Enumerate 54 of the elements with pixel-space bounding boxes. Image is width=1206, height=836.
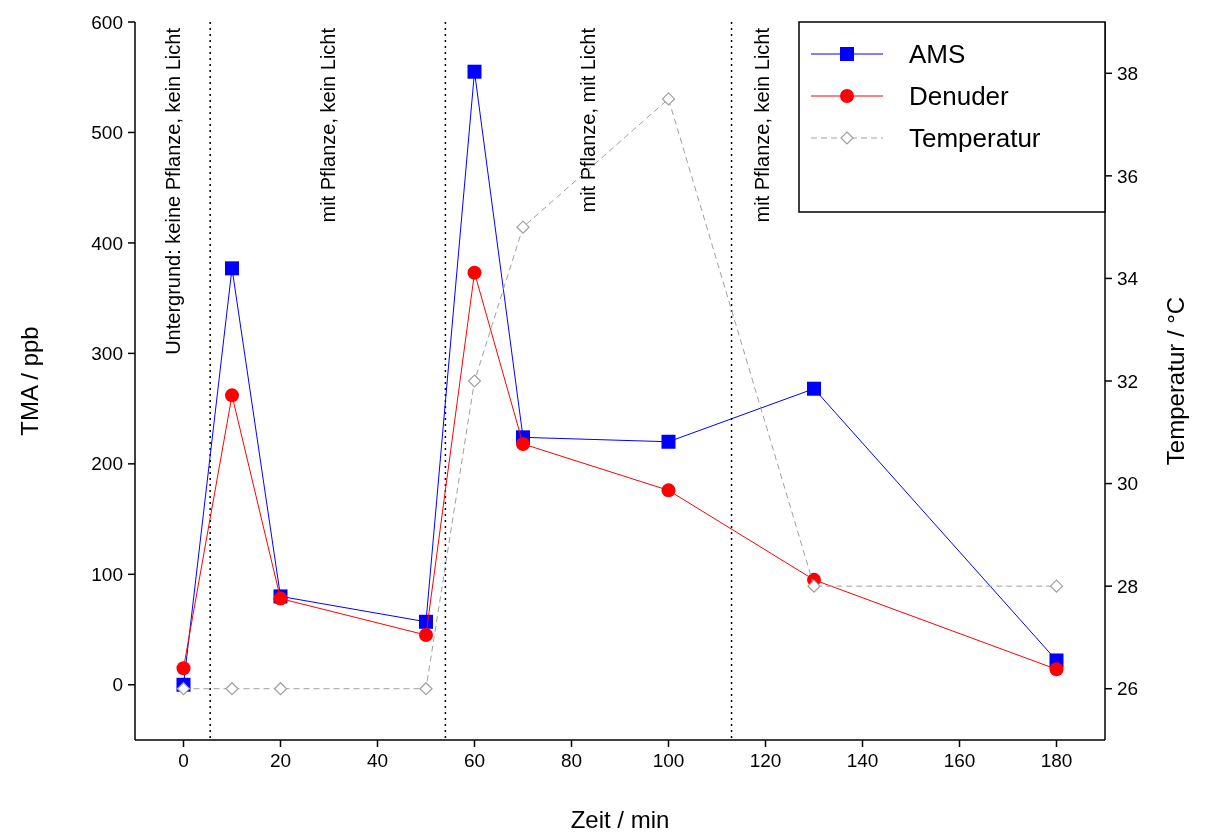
y-tick-label: 400 — [91, 232, 123, 254]
point — [467, 265, 482, 280]
x-tick-label: 140 — [846, 750, 879, 771]
x-tick-label: 160 — [943, 750, 976, 771]
point — [661, 434, 676, 449]
y2-tick-label: 36 — [1117, 165, 1139, 187]
point — [419, 682, 433, 696]
point — [176, 682, 191, 696]
y2-tick-label: 28 — [1117, 575, 1139, 597]
point — [467, 64, 482, 79]
point — [807, 579, 821, 593]
annotation: mit Pflanze, mit Licht — [577, 27, 600, 213]
point — [661, 92, 676, 106]
y-tick-label: 0 — [112, 674, 123, 696]
x-tick-label: 0 — [178, 750, 189, 771]
y2-tick-label: 30 — [1117, 473, 1139, 495]
x-tick-label: 20 — [269, 750, 292, 771]
y-tick-label: 500 — [91, 122, 123, 144]
point — [1049, 579, 1064, 593]
point — [225, 682, 239, 696]
x-tick-label: 100 — [652, 750, 685, 771]
point — [467, 374, 482, 388]
y2-tick-label: 32 — [1117, 370, 1139, 392]
point — [225, 388, 239, 403]
point — [225, 261, 239, 276]
y-tick-label: 300 — [91, 343, 123, 365]
x-tick-label: 180 — [1040, 750, 1073, 771]
y2-tick-label: 26 — [1117, 678, 1139, 700]
point — [516, 220, 530, 234]
legend-label: AMS — [909, 39, 966, 70]
point — [807, 381, 821, 396]
y2-tick-label: 34 — [1117, 268, 1139, 290]
point — [661, 483, 676, 498]
point — [1049, 662, 1064, 677]
legend-label: Denuder — [909, 81, 1010, 112]
y-axis-title: TMA / ppb — [16, 326, 43, 436]
x-axis-title: Zeit / min — [570, 806, 670, 833]
annotation: Untergrund: keine Pflanze, kein Licht — [161, 27, 184, 355]
x-tick-label: 40 — [366, 750, 389, 771]
x-tick-label: 80 — [560, 750, 583, 771]
y2-tick-label: 38 — [1117, 62, 1139, 84]
point — [516, 436, 530, 451]
legend-label: Temperatur — [909, 123, 1041, 154]
point — [176, 661, 191, 676]
y-tick-label: 200 — [91, 453, 123, 475]
x-tick-label: 60 — [463, 750, 486, 771]
x-tick-label: 120 — [749, 750, 782, 771]
annotation: mit Pflanze, kein Licht — [750, 27, 773, 223]
y2-axis-title: Temperatur / °C — [1162, 296, 1189, 466]
y-tick-label: 100 — [91, 563, 123, 585]
annotation: mit Pflanze, kein Licht — [316, 27, 339, 223]
y-tick-label: 600 — [91, 11, 123, 33]
point — [273, 682, 288, 696]
point — [419, 628, 433, 643]
